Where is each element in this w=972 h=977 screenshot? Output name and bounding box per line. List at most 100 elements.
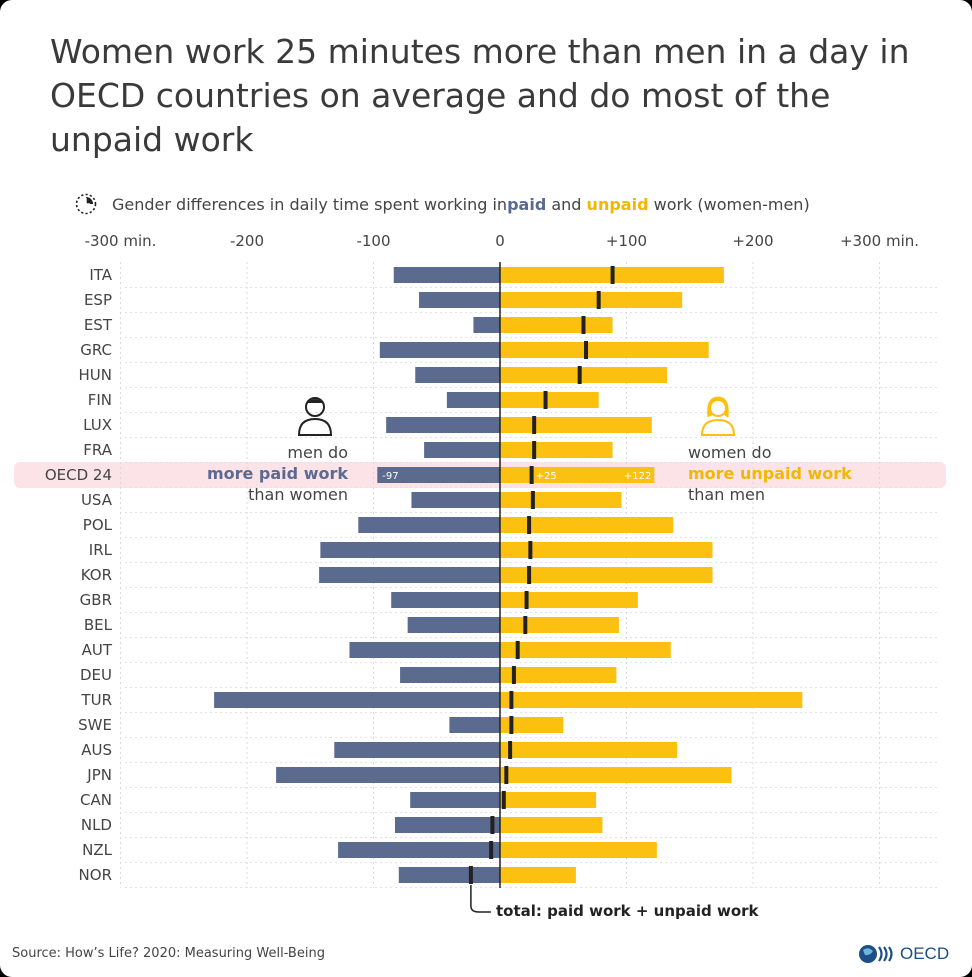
man-icon bbox=[297, 397, 333, 436]
total-marker bbox=[509, 716, 514, 734]
total-marker bbox=[581, 316, 586, 334]
women-line2: more unpaid work bbox=[688, 464, 852, 483]
unpaid-bar bbox=[500, 392, 599, 408]
category-label: GRC bbox=[80, 341, 112, 359]
unpaid-bar bbox=[500, 492, 622, 508]
total-marker bbox=[489, 841, 494, 859]
paid-bar bbox=[320, 542, 500, 558]
unpaid-bar bbox=[500, 567, 713, 583]
total-marker bbox=[527, 566, 532, 584]
total-value-label: +25 bbox=[536, 471, 557, 482]
total-leader-line bbox=[470, 885, 491, 913]
category-label: TUR bbox=[80, 691, 112, 709]
x-tick-label: +100 bbox=[606, 232, 647, 250]
paid-value-label: -97 bbox=[382, 471, 398, 482]
subtitle-middle: and bbox=[546, 194, 587, 214]
x-tick-label: 0 bbox=[495, 232, 505, 250]
paid-bar bbox=[473, 317, 500, 333]
unpaid-bar bbox=[500, 317, 613, 333]
unpaid-bar bbox=[500, 792, 597, 808]
source-note: Source: How’s Life? 2020: Measuring Well… bbox=[12, 946, 325, 961]
paid-bar bbox=[349, 642, 500, 658]
category-label: JPN bbox=[86, 766, 112, 784]
total-marker bbox=[532, 441, 537, 459]
paid-bar bbox=[386, 417, 500, 433]
paid-bar bbox=[415, 367, 500, 383]
men-line3: than women bbox=[248, 485, 348, 504]
x-tick-label: -200 bbox=[230, 232, 264, 250]
paid-bar bbox=[398, 867, 500, 883]
category-label: AUT bbox=[82, 641, 113, 659]
total-marker bbox=[490, 816, 495, 834]
category-label: USA bbox=[81, 491, 113, 509]
chart-subtitle: Gender differences in daily time spent w… bbox=[74, 192, 810, 216]
oecd-logo-icon bbox=[859, 945, 893, 963]
category-label: NZL bbox=[82, 841, 112, 859]
x-tick-label: +300 min. bbox=[840, 232, 919, 250]
unpaid-bar bbox=[500, 692, 803, 708]
paid-bar bbox=[411, 492, 500, 508]
total-marker bbox=[543, 391, 548, 409]
paid-bar bbox=[391, 592, 500, 608]
total-marker bbox=[468, 866, 473, 884]
category-label: HUN bbox=[79, 366, 112, 384]
category-label: GBR bbox=[80, 591, 112, 609]
unpaid-bar bbox=[500, 817, 603, 833]
paid-bar bbox=[449, 717, 500, 733]
paid-bar bbox=[446, 392, 500, 408]
x-tick-label: +200 bbox=[732, 232, 773, 250]
total-marker bbox=[515, 641, 520, 659]
paid-bar bbox=[358, 517, 500, 533]
unpaid-bar bbox=[500, 842, 657, 858]
paid-bar bbox=[395, 817, 500, 833]
total-marker bbox=[508, 741, 513, 759]
category-label: IRL bbox=[89, 541, 113, 559]
total-marker bbox=[509, 691, 514, 709]
total-marker bbox=[532, 416, 537, 434]
category-label: ITA bbox=[89, 266, 112, 284]
woman-icon bbox=[700, 396, 736, 436]
category-label: KOR bbox=[81, 566, 112, 584]
chart-title: Women work 25 minutes more than men in a… bbox=[50, 32, 910, 159]
unpaid-bar bbox=[500, 617, 619, 633]
total-marker bbox=[528, 541, 533, 559]
unpaid-value-label: +122 bbox=[624, 471, 651, 482]
total-marker bbox=[523, 616, 528, 634]
total-marker bbox=[577, 366, 582, 384]
paid-bar bbox=[424, 442, 500, 458]
unpaid-bar bbox=[500, 342, 709, 358]
oecd-logo: OECD bbox=[858, 942, 949, 966]
unpaid-bar bbox=[500, 292, 683, 308]
category-label: DEU bbox=[80, 666, 112, 684]
unpaid-bar bbox=[500, 542, 713, 558]
category-label: AUS bbox=[81, 741, 112, 759]
paid-bar bbox=[214, 692, 501, 708]
unpaid-bar bbox=[500, 667, 617, 683]
category-label: POL bbox=[83, 516, 113, 534]
subtitle-suffix: work (women-men) bbox=[648, 194, 810, 214]
paid-bar bbox=[407, 617, 500, 633]
women-line3: than men bbox=[688, 485, 766, 504]
unpaid-bar bbox=[500, 717, 564, 733]
unpaid-bar bbox=[500, 867, 576, 883]
clock-icon bbox=[75, 193, 97, 215]
total-marker bbox=[596, 291, 601, 309]
subtitle-paid: paid bbox=[507, 194, 547, 214]
total-marker bbox=[524, 591, 529, 609]
category-label: BEL bbox=[84, 616, 113, 634]
paid-bar bbox=[400, 667, 500, 683]
unpaid-bar bbox=[500, 642, 671, 658]
paid-bar bbox=[338, 842, 500, 858]
total-marker bbox=[527, 516, 532, 534]
category-label: CAN bbox=[80, 791, 112, 809]
total-marker bbox=[529, 466, 534, 484]
unpaid-bar bbox=[500, 417, 652, 433]
x-tick-label: -100 bbox=[356, 232, 390, 250]
total-marker bbox=[584, 341, 589, 359]
oecd-logo-text: OECD bbox=[900, 944, 950, 963]
men-line2: more paid work bbox=[206, 464, 348, 483]
unpaid-bar bbox=[500, 592, 638, 608]
total-note: total: paid work + unpaid work bbox=[496, 902, 759, 920]
